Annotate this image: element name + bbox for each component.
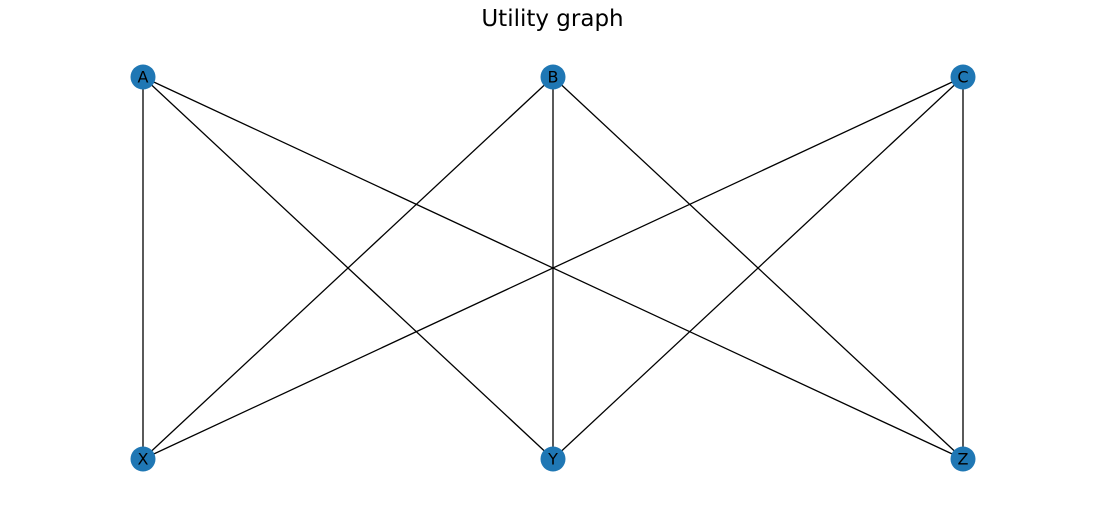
node-x: X bbox=[130, 446, 156, 472]
node-label-a: A bbox=[138, 68, 149, 87]
node-label-b: B bbox=[548, 68, 559, 87]
edge-c-y bbox=[552, 76, 964, 460]
edge-b-x bbox=[142, 76, 554, 460]
edges-layer bbox=[142, 76, 964, 460]
node-label-x: X bbox=[138, 450, 149, 469]
node-z: Z bbox=[950, 446, 976, 472]
node-label-c: C bbox=[957, 68, 968, 87]
node-circle-a bbox=[130, 64, 156, 90]
node-y: Y bbox=[540, 446, 566, 472]
edge-c-x bbox=[142, 76, 964, 460]
node-b: B bbox=[540, 64, 566, 90]
node-label-y: Y bbox=[547, 450, 558, 469]
node-circle-z bbox=[950, 446, 976, 472]
node-label-z: Z bbox=[958, 450, 969, 469]
diagram-title: Utility graph bbox=[481, 6, 624, 32]
nodes-layer: A B C X Y Z bbox=[130, 64, 976, 472]
node-a: A bbox=[130, 64, 156, 90]
node-circle-y bbox=[540, 446, 566, 472]
node-circle-b bbox=[540, 64, 566, 90]
node-c: C bbox=[950, 64, 976, 90]
node-circle-c bbox=[950, 64, 976, 90]
node-circle-x bbox=[130, 446, 156, 472]
